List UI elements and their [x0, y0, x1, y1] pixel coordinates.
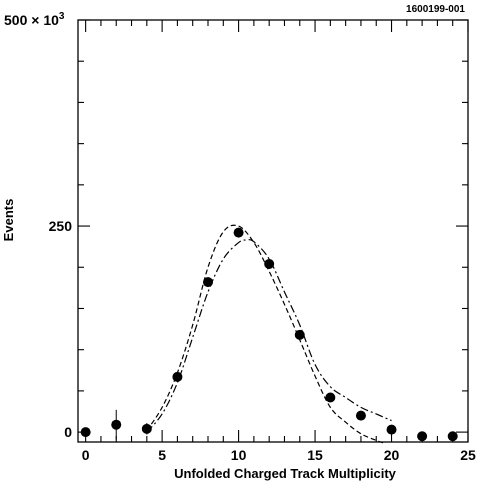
x-axis-title: Unfolded Charged Track Multiplicity: [174, 466, 397, 481]
data-point: [203, 277, 213, 288]
data-point: [111, 419, 122, 430]
y-tick-label: 250: [49, 218, 73, 234]
y-tick-label: 0: [64, 424, 72, 440]
data-point: [264, 258, 275, 269]
figure-id: 1600199-001: [406, 4, 465, 15]
dash-dot-fit-curve: [146, 239, 392, 433]
fit-curves: [146, 224, 392, 445]
data-point: [386, 424, 397, 435]
data-point: [233, 227, 244, 238]
x-tick-label: 15: [307, 447, 323, 463]
data-point: [325, 392, 336, 403]
data-points: [80, 227, 458, 442]
data-point: [355, 410, 366, 421]
x-tick-label: 20: [384, 447, 400, 463]
x-tick-label: 10: [231, 447, 247, 463]
plot-frame: [77, 19, 469, 443]
tick-marks: [78, 19, 469, 442]
x-tick-label: 0: [82, 447, 90, 463]
y-multiplier-exponent: 3: [59, 11, 65, 22]
data-point: [294, 329, 305, 340]
y-multiplier-base: 500 × 10: [4, 12, 59, 28]
x-tick-label: 25: [460, 447, 476, 463]
x-tick-label: 5: [158, 447, 166, 463]
plot-border: [77, 19, 469, 443]
data-point: [172, 371, 183, 382]
y-axis-title: Events: [1, 199, 16, 242]
y-axis-multiplier: 500 × 103: [4, 11, 65, 28]
dashed-fit-curve: [146, 224, 386, 445]
data-point: [141, 423, 152, 434]
